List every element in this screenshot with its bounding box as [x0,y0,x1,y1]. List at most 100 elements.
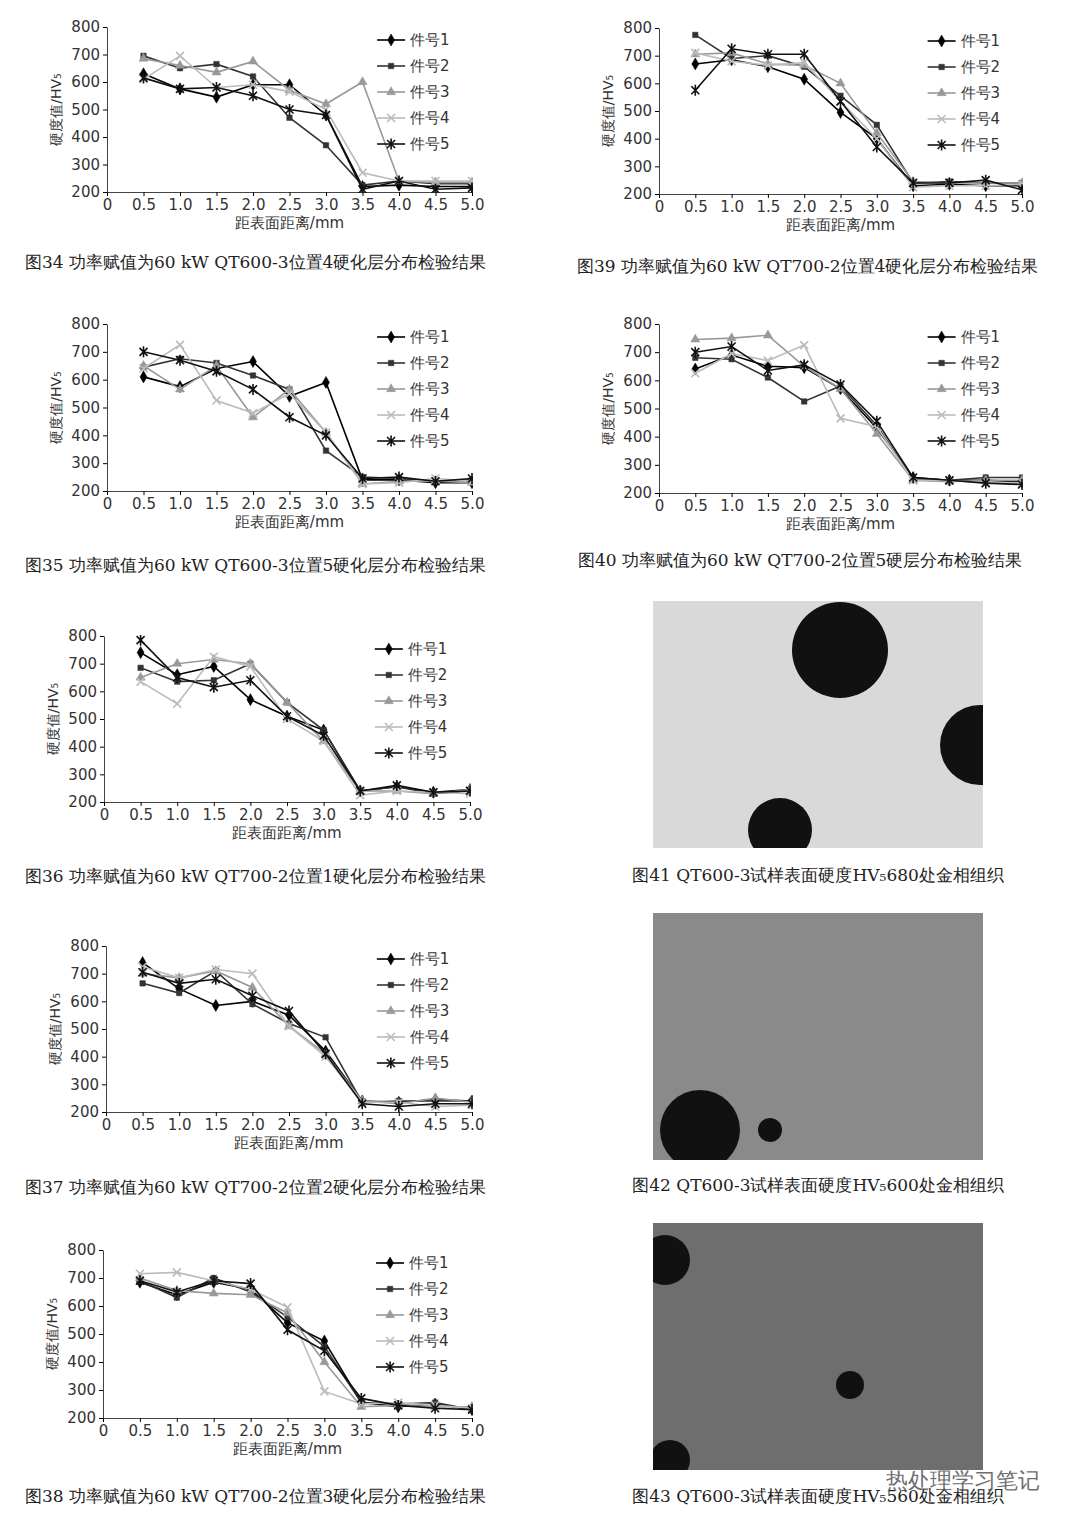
x-tick: 5.0 [461,1112,485,1134]
y-tick-mark [103,137,107,138]
legend-marker [386,1006,395,1014]
series-marker [176,52,184,60]
series-marker [837,96,845,107]
chart: 00.51.01.52.02.53.03.54.04.55.0200300400… [25,315,486,575]
y-tick-mark [655,139,659,140]
series-marker [873,416,881,427]
legend-label: 件号3 [961,84,1001,102]
x-tick-label: 2.0 [242,196,266,214]
x-tick-label: 1.0 [165,1422,189,1440]
micrograph-image [653,601,983,848]
x-tick: 3.5 [350,1418,374,1440]
y-tick: 700 [70,965,106,983]
x-axis-title: 距表面距离/mm [786,216,895,234]
legend-label: 件号3 [409,1306,449,1324]
x-tick-label: 0.5 [129,806,153,824]
y-tick: 800 [70,937,106,955]
x-tick: 4.0 [938,194,962,216]
series-marker [395,472,403,483]
legend-marker [938,115,946,123]
series-marker [431,1098,439,1109]
x-tick: 4.0 [385,802,409,824]
y-tick-label: 200 [68,793,97,811]
y-tick-label: 400 [70,1048,99,1066]
legend-label: 件号2 [410,57,450,75]
series-marker [357,1393,365,1404]
legend-marker [385,723,393,731]
y-tick: 200 [70,1103,106,1121]
x-axis: 00.51.01.52.02.53.03.54.04.55.0 [103,192,485,214]
series-line [695,358,1022,481]
series-marker [691,369,699,377]
y-axis-line [659,29,660,195]
series-marker [287,115,292,120]
y-tick-mark [99,1418,103,1419]
legend-marker [385,748,393,759]
x-tick: 3.0 [312,802,336,824]
legend-marker [387,114,395,122]
y-tick-label: 700 [623,47,652,65]
y-tick: 500 [71,101,107,119]
y-tick-mark [103,463,107,464]
series-marker [764,357,772,365]
x-tick: 1.5 [756,493,780,515]
series-line [144,74,473,187]
x-axis: 00.51.01.52.02.53.03.54.04.55.0 [655,493,1035,515]
series-marker [468,1098,473,1109]
x-tick-label: 3.5 [349,806,373,824]
legend-label: 件号1 [410,31,450,49]
series-marker [429,787,437,798]
y-tick-mark [655,111,659,112]
y-tick: 700 [71,46,107,64]
y-tick-label: 700 [71,343,100,361]
caption: 图38 功率赋值为60 kW QT700-2位置3硬化层分布检验结果 [25,1486,486,1506]
y-tick: 600 [71,73,107,91]
y-tick: 800 [623,315,659,333]
series-marker [282,697,291,705]
micrograph: 图41 QT600-3试样表面硬度HV₅680处金相组织 [632,601,1020,885]
x-tick-label: 2.5 [278,495,302,513]
legend-marker [387,1257,394,1269]
legend-label: 件号4 [961,110,1001,128]
y-tick-mark [655,493,659,494]
series-marker [909,177,917,188]
series-marker [286,412,294,423]
series-marker [214,61,219,66]
caption: 图36 功率赋值为60 kW QT700-2位置1硬化层分布检验结果 [25,866,486,886]
legend-marker [387,87,396,95]
y-tick-label: 700 [623,343,652,361]
x-axis-title: 距表面距离/mm [234,1134,343,1152]
x-tick-label: 4.0 [387,1116,411,1134]
y-tick: 400 [68,738,104,756]
plot-area [135,1268,473,1415]
y-tick: 600 [67,1297,103,1315]
y-tick-mark [100,691,104,692]
x-tick: 4.5 [424,192,448,214]
y-axis-line [659,325,660,494]
y-tick-mark [655,28,659,29]
x-tick: 2.0 [793,194,817,216]
series-marker [286,104,294,115]
x-tick: 0 [102,1112,112,1134]
series-marker [173,700,181,708]
chart: 00.51.01.52.02.53.03.54.04.55.0200300400… [578,315,1034,570]
y-tick: 800 [623,19,659,37]
y-tick-mark [102,1001,106,1002]
x-tick: 2.0 [239,1418,263,1440]
y-tick: 700 [67,1269,103,1287]
graphite-nodule [653,1440,690,1470]
x-tick: 3.0 [315,192,339,214]
series-marker [250,74,255,79]
series-marker [173,658,182,666]
series-marker [248,56,257,64]
x-tick: 2.5 [276,1418,300,1440]
y-tick-mark [99,1390,103,1391]
x-tick-label: 2.0 [242,495,266,513]
x-tick: 5.0 [461,1418,485,1440]
legend-label: 件号5 [409,1358,449,1376]
chart: 00.51.01.52.02.53.03.54.04.55.0200300400… [25,627,486,886]
series-marker [137,678,145,686]
x-tick-label: 1.5 [205,495,229,513]
series-marker [285,1006,293,1017]
legend-marker [387,953,394,965]
